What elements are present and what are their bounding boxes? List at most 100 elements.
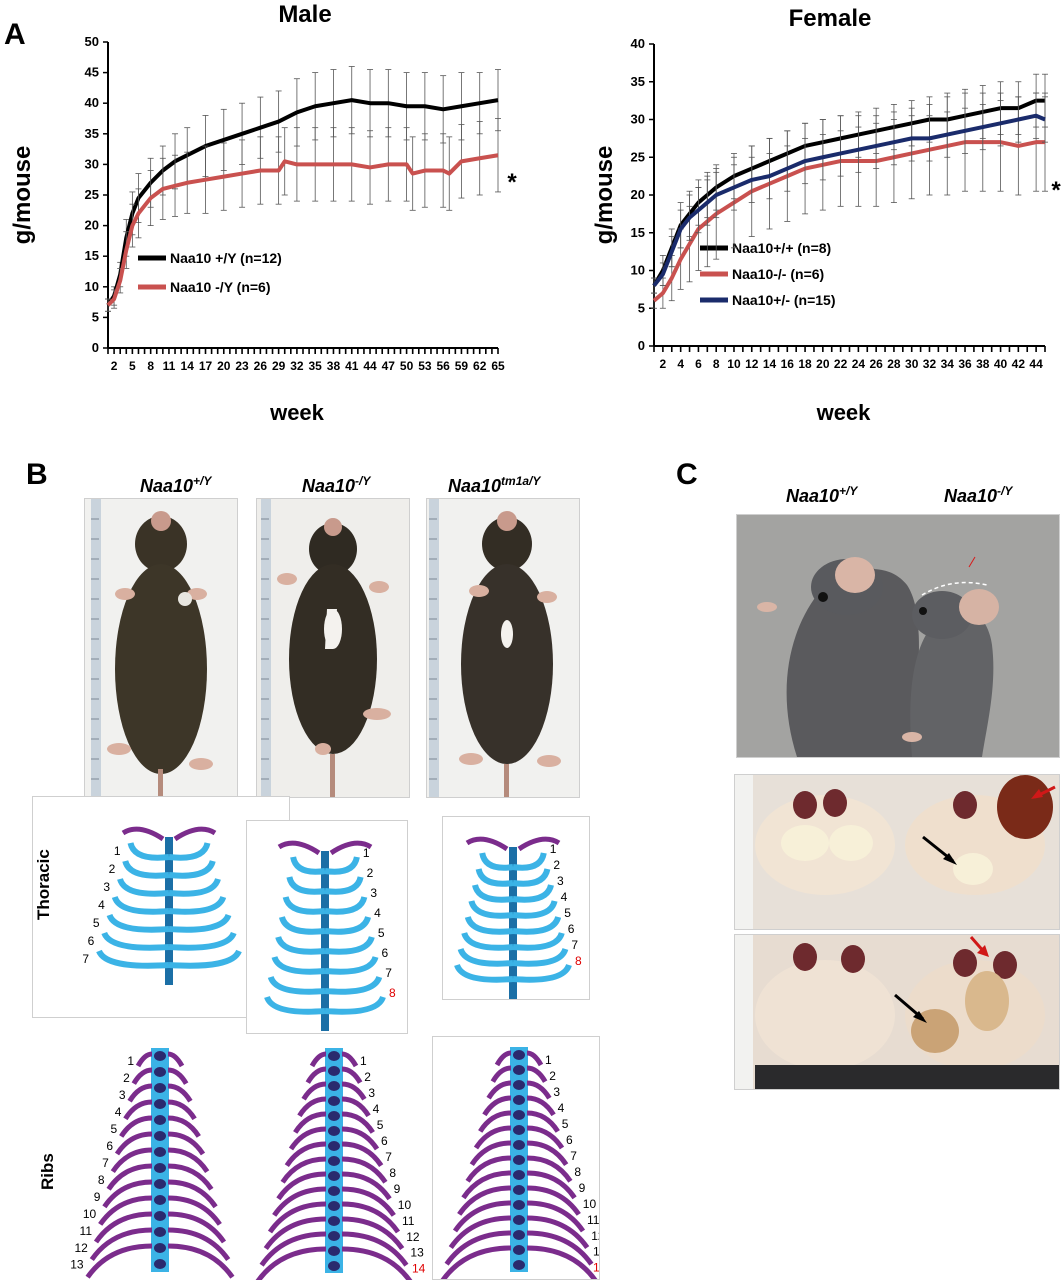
rib-number: 8 <box>389 1166 396 1180</box>
rib-left <box>127 1083 153 1103</box>
rib-left <box>275 935 326 955</box>
vertebra <box>513 1170 525 1180</box>
spine <box>151 1048 169 1272</box>
series-2 <box>651 92 1048 294</box>
y-tick-label: 25 <box>631 149 645 164</box>
rib-left <box>309 1051 327 1068</box>
sternum <box>321 851 329 1031</box>
vertebra <box>154 1051 166 1061</box>
vertebra <box>513 1050 525 1060</box>
vertebra <box>513 1125 525 1135</box>
rib-right <box>324 995 386 1015</box>
rib-left <box>444 1230 512 1266</box>
x-tick-label: 20 <box>816 357 830 371</box>
mouse-photo-ko <box>256 498 410 798</box>
x-tick-label: 14 <box>181 359 195 373</box>
rib-number: 8 <box>575 954 582 968</box>
rib-left <box>457 1185 512 1216</box>
rib-number: 9 <box>394 1182 401 1196</box>
rib-right <box>526 1155 573 1183</box>
x-tick-label: 34 <box>941 357 955 371</box>
x-tick-label: 24 <box>852 357 866 371</box>
rib-number: 3 <box>368 1086 375 1100</box>
rib-right <box>526 1185 581 1216</box>
rib-left <box>457 947 514 967</box>
vertebra <box>154 1099 166 1109</box>
rib-left <box>272 1186 327 1217</box>
x-tick-label: 53 <box>418 359 432 373</box>
rib-number: 2 <box>549 1069 556 1083</box>
rib-right <box>526 1110 560 1133</box>
rib-right <box>324 896 368 915</box>
legend-label: Naa10+/+ (n=8) <box>732 240 831 256</box>
rib-right <box>168 931 237 951</box>
rib-left <box>93 1211 153 1244</box>
rib-number: 5 <box>111 1122 118 1136</box>
rib-left <box>122 859 170 879</box>
y-tick-label: 35 <box>85 126 99 141</box>
y-tick-label: 20 <box>85 218 99 233</box>
rib-right <box>512 899 558 919</box>
x-tick-label: 6 <box>695 357 702 371</box>
rib-left <box>119 1115 153 1138</box>
rib-number: 6 <box>381 1134 388 1148</box>
panel-label-b: B <box>26 458 48 491</box>
rib-right <box>526 1230 594 1266</box>
rib-number: 7 <box>82 952 89 966</box>
rib-number: 10 <box>83 1207 97 1221</box>
y-tick-label: 5 <box>92 309 99 324</box>
rib-left <box>284 1141 327 1168</box>
rib-number: 12 <box>406 1230 420 1244</box>
rib-number: 7 <box>570 1149 577 1163</box>
x-tick-label: 50 <box>400 359 414 373</box>
x-tick-label: 10 <box>727 357 741 371</box>
rib-left <box>280 1156 327 1184</box>
x-tick-label: 42 <box>1012 357 1026 371</box>
rib-number: 7 <box>102 1156 109 1170</box>
x-tick-label: 62 <box>473 359 487 373</box>
rib-left <box>468 899 514 919</box>
vertebra <box>328 1096 340 1106</box>
rib-left <box>131 1067 153 1085</box>
dissection-photo-2 <box>734 934 1060 1090</box>
rib-right <box>324 915 372 935</box>
vertebra <box>154 1115 166 1125</box>
clavicle <box>517 836 561 852</box>
rib-number: 5 <box>378 926 385 940</box>
x-tick-label: 35 <box>309 359 323 373</box>
rib-left <box>290 856 326 875</box>
y-tick-label: 45 <box>85 65 99 80</box>
rib-left <box>267 975 326 995</box>
vertebra <box>154 1131 166 1141</box>
x-tick-label: 11 <box>163 359 176 373</box>
rib-right <box>341 1141 384 1168</box>
rib-right <box>167 1243 235 1279</box>
rib-right <box>324 975 383 995</box>
series-line <box>652 113 1046 287</box>
vertebra <box>513 1200 525 1210</box>
vertebra <box>513 1155 525 1165</box>
rib-left <box>135 1051 153 1068</box>
vertebra <box>154 1259 166 1269</box>
rib-right <box>168 949 242 969</box>
vertebra <box>154 1227 166 1237</box>
rib-number: 1 <box>550 842 557 856</box>
legend-label: Naa10 +/Y (n=12) <box>170 250 282 266</box>
series-line <box>652 98 1045 287</box>
series-line <box>106 153 499 307</box>
rib-number: 8 <box>389 986 396 1000</box>
vertebra <box>513 1110 525 1120</box>
rib-number: 11 <box>402 1214 415 1228</box>
rib-right <box>526 1170 577 1200</box>
vertebra <box>154 1083 166 1093</box>
rib-right <box>512 852 547 871</box>
mouse-photo-tm1a <box>426 498 580 798</box>
rib-right <box>526 1200 586 1233</box>
x-tick-label: 38 <box>976 357 990 371</box>
genotype-label-c-ko: Naa10-/Y <box>944 484 1013 506</box>
rib-number: 10 <box>398 1198 412 1212</box>
rib-left <box>259 1231 327 1267</box>
rib-left <box>111 895 170 915</box>
rib-number: 8 <box>574 1165 581 1179</box>
